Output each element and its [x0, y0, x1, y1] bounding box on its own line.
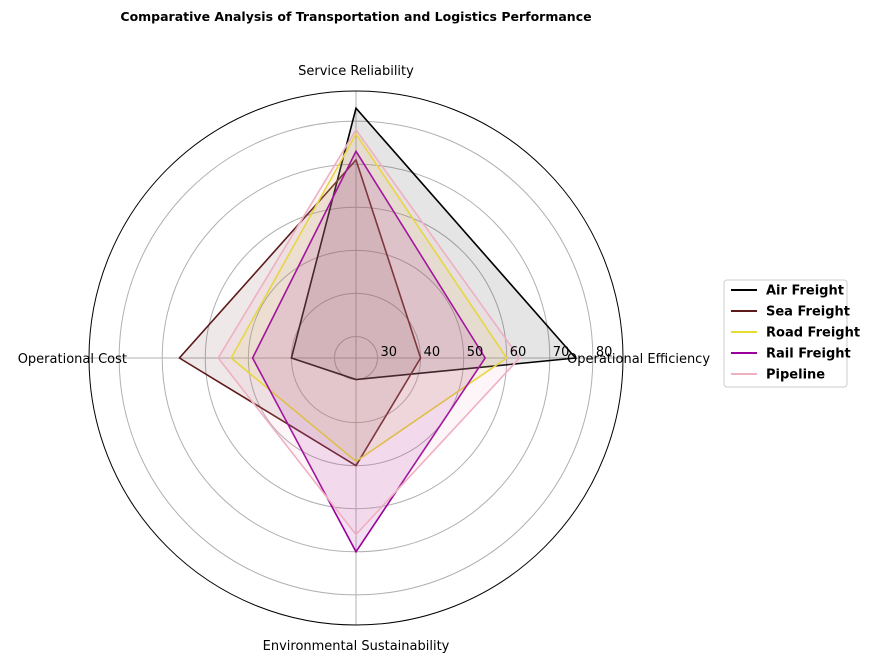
tick-label-60: 60	[510, 345, 527, 360]
legend-item-sea-freight: Sea Freight	[731, 305, 850, 320]
legend-label: Sea Freight	[766, 305, 850, 320]
tick-label-80: 80	[596, 345, 613, 360]
radar-frame	[88, 90, 624, 626]
series-fill-sea-freight	[179, 159, 421, 466]
radial-tick-labels: 30 40 50 60 70 80	[381, 345, 613, 360]
radar-series	[178, 106, 578, 554]
series-line-road-freight	[230, 132, 508, 463]
tick-label-30: 30	[381, 345, 398, 360]
legend: Air Freight Sea Freight Road Freight Rail F…	[723, 279, 860, 388]
axis-label-environmental-sustainability: Environmental Sustainability	[263, 639, 450, 654]
legend-label: Air Freight	[766, 284, 844, 299]
axis-label-service-reliability: Service Reliability	[298, 64, 414, 79]
axis-label-operational-cost: Operational Cost	[18, 352, 127, 367]
series-line-sea-freight	[178, 158, 422, 467]
legend-label: Rail Freight	[766, 347, 851, 362]
axis-label-operational-efficiency: Operational Efficiency	[567, 352, 710, 367]
series-line-pipeline	[217, 128, 521, 536]
series-fill-rail-freight	[252, 151, 486, 552]
legend-item-rail-freight: Rail Freight	[731, 347, 851, 362]
radar-outline	[88, 90, 624, 626]
tick-label-40: 40	[424, 345, 441, 360]
legend-item-pipeline: Pipeline	[731, 368, 825, 383]
legend-label: Pipeline	[766, 368, 825, 383]
legend-label: Road Freight	[766, 326, 860, 341]
series-fill-road-freight	[231, 134, 507, 462]
tick-label-70: 70	[553, 345, 570, 360]
series-fill-air-freight	[291, 108, 576, 380]
legend-item-road-freight: Road Freight	[731, 326, 860, 341]
series-fill-pipeline	[218, 129, 520, 535]
chart-title: Comparative Analysis of Transportation a…	[120, 9, 591, 24]
legend-frame	[723, 279, 848, 388]
series-line-air-freight	[290, 106, 578, 381]
legend-item-air-freight: Air Freight	[731, 284, 844, 299]
tick-label-50: 50	[467, 345, 484, 360]
